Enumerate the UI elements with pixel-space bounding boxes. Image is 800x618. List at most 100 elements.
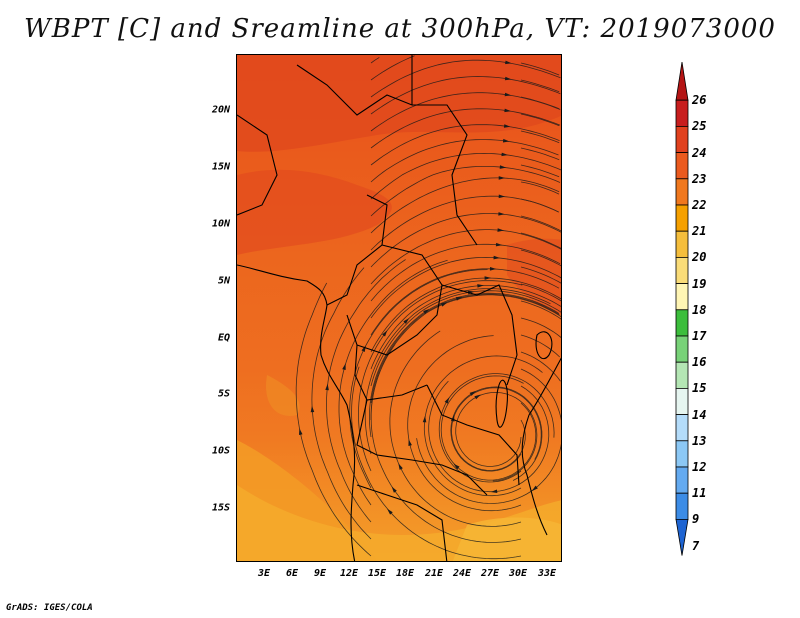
lat-label: EQ <box>217 332 230 344</box>
streamline-arrow <box>444 397 450 404</box>
lon-label: 6E <box>285 568 299 579</box>
streamline-arrow <box>498 176 506 180</box>
lon-label: 15E <box>367 568 387 579</box>
colorbar-swatch <box>675 99 689 127</box>
streamline-arrow <box>498 194 506 199</box>
streamline <box>416 368 561 504</box>
colorbar-swatch <box>675 256 689 284</box>
streamline <box>389 330 522 527</box>
colorbar-label: 18 <box>692 302 707 317</box>
border-central-2 <box>356 244 443 356</box>
colorbar-swatch <box>675 492 689 520</box>
streamline <box>370 229 561 285</box>
streamline-arrow <box>310 405 315 413</box>
software-credit: GrADS: IGES/COLA <box>6 603 93 613</box>
streamline-arrow <box>422 415 427 423</box>
streamline <box>370 290 561 387</box>
streamline <box>364 288 551 455</box>
streamline <box>370 213 561 268</box>
streamline <box>351 366 522 560</box>
streamline-arrow <box>342 363 346 371</box>
colorbar <box>675 61 689 556</box>
streamline-arrow <box>299 428 303 436</box>
streamline-arrow <box>503 124 511 128</box>
streamline-arrow <box>490 489 498 494</box>
colorbar-label: 12 <box>692 460 707 474</box>
lon-label: 27E <box>480 568 500 579</box>
streamline <box>370 92 561 132</box>
streamline-arrow <box>504 76 512 81</box>
streamline <box>370 55 415 81</box>
streamline <box>326 259 406 523</box>
lon-label: 24E <box>452 568 472 579</box>
colorbar-swatch <box>675 309 689 337</box>
colorbar-swatch <box>675 335 689 363</box>
colorbar-label: 7 <box>692 538 700 553</box>
colorbar-swatch <box>675 230 689 258</box>
streamline <box>370 108 561 149</box>
streamline <box>520 181 560 195</box>
streamline-arrow <box>505 60 512 65</box>
streamline <box>370 166 561 217</box>
streamline-arrow <box>495 242 503 247</box>
lon-label: 12E <box>339 568 359 579</box>
lon-label: 30E <box>508 568 528 579</box>
streamline <box>520 283 561 302</box>
country-borders <box>237 55 561 561</box>
streamline-arrow <box>403 318 410 324</box>
streamline <box>520 147 560 161</box>
streamline <box>370 152 561 200</box>
colorbar-swatch <box>675 152 689 180</box>
warm-patch-sahel <box>237 169 392 255</box>
streamline-arrow <box>502 138 510 143</box>
streamline <box>295 282 372 557</box>
border-east-2 <box>426 384 520 486</box>
colorbar-label: 25 <box>692 119 707 134</box>
streamline <box>520 266 561 284</box>
colorbar-label: 14 <box>692 407 707 422</box>
streamline-arrow <box>504 92 512 97</box>
streamline-arrow <box>391 486 397 493</box>
colorbar-swatch <box>675 466 689 494</box>
streamline <box>370 268 560 336</box>
temperature-shading <box>237 55 561 561</box>
streamlines <box>295 55 561 560</box>
colorbar-label: 15 <box>692 381 707 396</box>
streamline <box>370 277 561 353</box>
streamline <box>370 344 522 543</box>
streamline <box>520 215 561 232</box>
streamline <box>370 285 561 370</box>
streamline <box>520 232 561 249</box>
lake-central <box>495 379 508 428</box>
streamline <box>407 335 522 512</box>
streamline-arrow <box>423 309 430 315</box>
streamline-arrow <box>499 165 507 169</box>
colorbar-swatch <box>675 126 689 154</box>
colorbar-label: 26 <box>692 93 707 108</box>
colorbar-swatch <box>675 387 689 415</box>
colorbar-label: 24 <box>692 145 707 160</box>
streamline <box>368 292 560 438</box>
lon-label: 3E <box>257 568 271 579</box>
coastline-east <box>521 357 561 536</box>
colorbar-swatch <box>675 178 689 206</box>
streamline-arrow <box>474 394 481 400</box>
colorbar-label: 9 <box>692 512 700 527</box>
colorbar-label: 17 <box>692 329 707 343</box>
streamline-arrow <box>469 390 476 396</box>
lon-label: 9E <box>313 568 327 579</box>
streamline <box>520 334 560 358</box>
colorbar-label: 22 <box>692 198 707 212</box>
streamline-arrow <box>498 212 505 216</box>
coastline-west <box>237 264 356 561</box>
streamline <box>520 164 560 178</box>
colorbar-swatch <box>675 283 689 311</box>
streamline <box>370 57 380 64</box>
streamline <box>311 267 372 540</box>
lat-label: 10S <box>211 445 230 457</box>
streamline <box>370 76 561 115</box>
streamline <box>450 386 543 481</box>
streamline-arrow <box>398 463 403 470</box>
border-central-1 <box>326 194 388 306</box>
colorbar-label: 23 <box>692 171 707 186</box>
